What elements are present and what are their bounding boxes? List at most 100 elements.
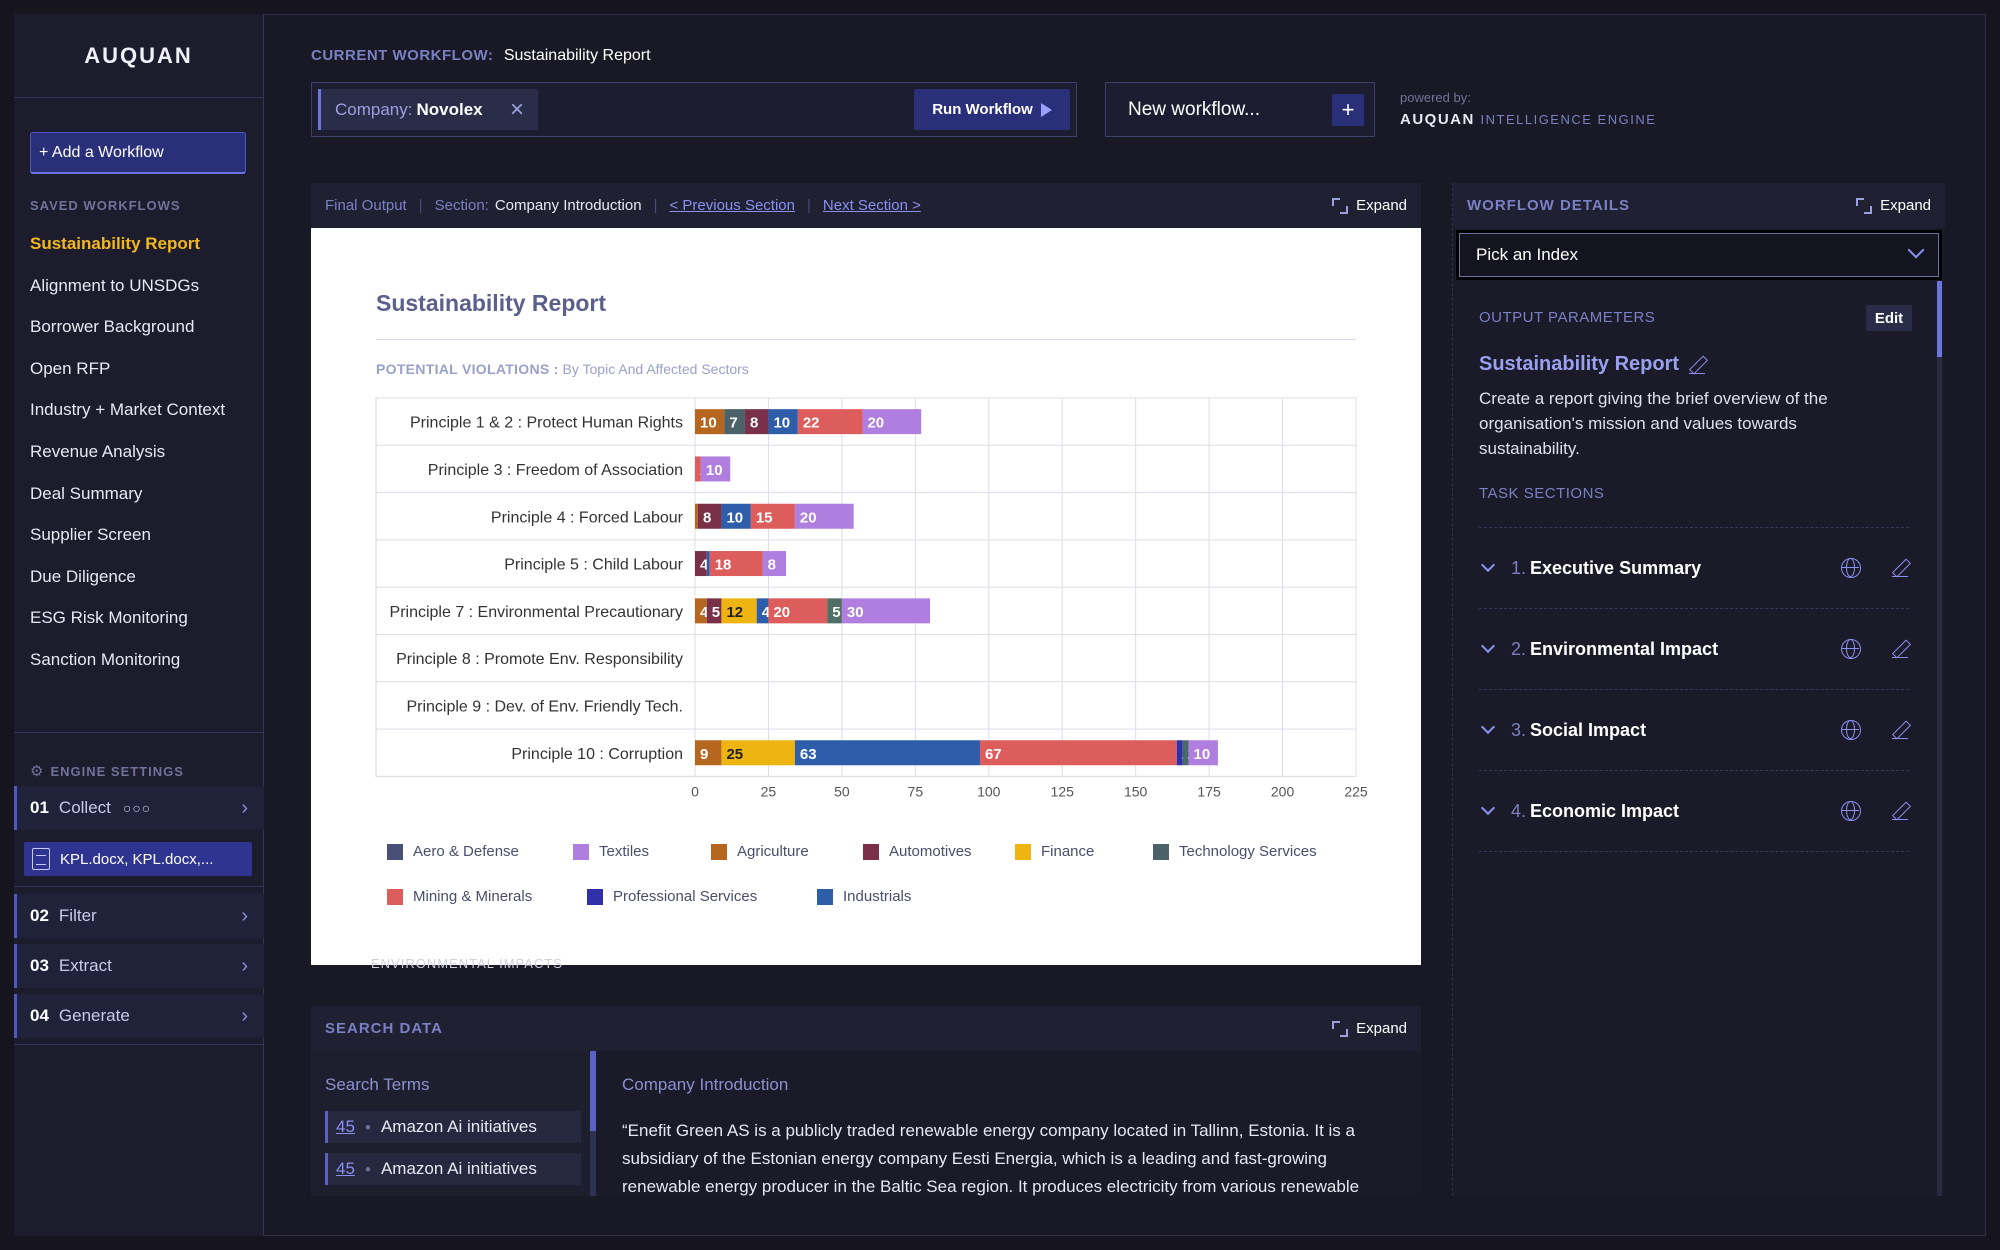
edit-button[interactable]: Edit [1866, 305, 1912, 331]
add-workflow-button[interactable]: + Add a Workflow [30, 132, 246, 174]
bar-segment [797, 409, 863, 435]
run-workflow-button[interactable]: Run Workflow [914, 89, 1070, 130]
task-section-title: Social Impact [1530, 719, 1647, 740]
task-section-item[interactable]: 2. Environmental Impact [1479, 629, 1919, 669]
output-description: Create a report giving the brief overvie… [1479, 389, 1828, 458]
company-key: Company: [335, 99, 413, 119]
x-tick-label: 125 [1051, 783, 1075, 799]
legend-label: Industrials [843, 888, 912, 905]
saved-workflows-list: Sustainability Report Alignment to UNSDG… [30, 234, 225, 692]
category-label: Principle 8 : Promote Env. Responsibilit… [396, 651, 683, 668]
step-extract[interactable]: 03 Extract › [14, 944, 264, 988]
search-term-row[interactable]: 45 ● Amazon Ai initiatives [325, 1111, 581, 1143]
search-term-count[interactable]: 45 [336, 1117, 355, 1136]
legend-swatch [587, 888, 603, 905]
task-section-item[interactable]: 1. Executive Summary [1479, 548, 1919, 588]
company-selector[interactable]: Company: Novolex × Run Workflow [311, 82, 1077, 137]
divider [1479, 689, 1909, 690]
globe-icon[interactable] [1841, 720, 1861, 740]
bar-segment [695, 598, 707, 624]
bar-segment [706, 598, 722, 624]
options-dots-icon[interactable]: ○○○ [122, 800, 152, 816]
chevron-down-icon[interactable] [1480, 800, 1496, 816]
bar-segment [721, 740, 795, 766]
pick-index-dropdown[interactable]: Pick an Index [1456, 230, 1942, 280]
workflow-details-header: WORFLOW DETAILS Expand [1453, 183, 1945, 228]
bar-segment [700, 456, 731, 482]
pencil-icon[interactable] [1892, 559, 1910, 577]
divider: | [653, 197, 658, 214]
step-collect[interactable]: 01 Collect ○○○ › [14, 786, 264, 830]
step-generate[interactable]: 04 Generate › [14, 994, 264, 1038]
section-label: Section: [434, 197, 489, 214]
bar-value-label: 10 [773, 415, 790, 432]
bar-segment [695, 409, 725, 435]
search-term-count[interactable]: 45 [336, 1159, 355, 1178]
legend-label: Automotives [889, 843, 972, 860]
pencil-icon[interactable] [1892, 802, 1910, 820]
bar-segment [706, 551, 710, 577]
saved-workflow-item[interactable]: Due Diligence [30, 566, 136, 586]
saved-workflow-item[interactable]: Industry + Market Context [30, 400, 226, 420]
saved-workflow-item[interactable]: Sustainability Report [30, 234, 201, 253]
x-tick-label: 0 [691, 783, 699, 799]
divider [1479, 608, 1909, 609]
company-chip[interactable]: Company: Novolex × [318, 89, 538, 130]
bar-segment [768, 598, 828, 624]
pencil-icon[interactable] [1689, 356, 1707, 374]
expand-button[interactable]: Expand [1856, 197, 1931, 214]
globe-icon[interactable] [1841, 801, 1861, 821]
plus-icon[interactable]: + [1332, 94, 1364, 126]
file-chip[interactable]: KPL.docx, KPL.docx,... [24, 842, 252, 876]
bar-segment [862, 409, 922, 435]
task-section-item[interactable]: 3. Social Impact [1479, 710, 1919, 750]
divider [1479, 851, 1909, 852]
saved-workflow-item[interactable]: ESG Risk Monitoring [30, 608, 188, 628]
new-workflow-input[interactable]: New workflow... + [1105, 82, 1375, 137]
previous-section-link[interactable]: < Previous Section [669, 197, 795, 214]
bar-value-label: 8 [750, 415, 758, 432]
step-label: Filter [58, 906, 97, 925]
saved-workflow-item[interactable]: Sanction Monitoring [30, 649, 181, 669]
step-filter[interactable]: 02 Filter › [14, 894, 264, 938]
chevron-down-icon[interactable] [1480, 719, 1496, 735]
output-title: Sustainability Report [1479, 353, 1707, 376]
saved-workflow-item[interactable]: Deal Summary [30, 483, 143, 503]
saved-workflow-item[interactable]: Alignment to UNSDGs [30, 275, 200, 295]
saved-workflow-item[interactable]: Open RFP [30, 358, 111, 378]
close-icon[interactable]: × [509, 95, 524, 123]
pencil-icon[interactable] [1892, 721, 1910, 739]
saved-workflow-item[interactable]: Borrower Background [30, 317, 195, 337]
search-term-row[interactable]: 45 ● Amazon Ai initiatives [325, 1153, 581, 1185]
divider [14, 1044, 264, 1045]
expand-button[interactable]: Expand [1332, 197, 1407, 214]
workflow-details-panel: WORFLOW DETAILS Expand Pick an Index OUT… [1452, 183, 1945, 1196]
pencil-icon[interactable] [1892, 640, 1910, 658]
bar-segment [721, 503, 751, 529]
task-section-item[interactable]: 4. Economic Impact [1479, 791, 1919, 831]
bar-segment [709, 551, 763, 577]
expand-button[interactable]: Expand [1332, 1020, 1407, 1037]
bar-segment [695, 456, 701, 482]
globe-icon[interactable] [1841, 558, 1861, 578]
category-label: Principle 9 : Dev. of Env. Friendly Tech… [406, 698, 683, 715]
chevron-down-icon[interactable] [1480, 557, 1496, 573]
globe-icon[interactable] [1841, 639, 1861, 659]
final-output-label: Final Output [325, 197, 407, 214]
scrollbar-thumb[interactable] [590, 1051, 596, 1131]
next-section-link[interactable]: Next Section > [822, 197, 921, 214]
sidebar: AUQUAN + Add a Workflow SAVED WORKFLOWS … [14, 14, 264, 1236]
scrollbar-thumb[interactable] [1937, 281, 1942, 357]
task-section-title: Environmental Impact [1530, 638, 1719, 659]
engine-settings-label: ⚙ ENGINE SETTINGS [30, 762, 184, 780]
legend-item: Textiles [573, 843, 649, 860]
search-terms-title: Search Terms [325, 1075, 430, 1094]
legend-item: Mining & Minerals [387, 888, 532, 905]
chevron-down-icon[interactable] [1480, 638, 1496, 654]
scrollbar-track[interactable] [1937, 281, 1942, 1196]
saved-workflow-item[interactable]: Supplier Screen [30, 525, 151, 545]
x-tick-label: 175 [1197, 783, 1221, 799]
saved-workflow-item[interactable]: Revenue Analysis [30, 441, 166, 461]
bar-value-label: 20 [773, 604, 790, 621]
powered-by: powered by: AUQUAN INTELLIGENCE ENGINE [1400, 90, 1656, 128]
